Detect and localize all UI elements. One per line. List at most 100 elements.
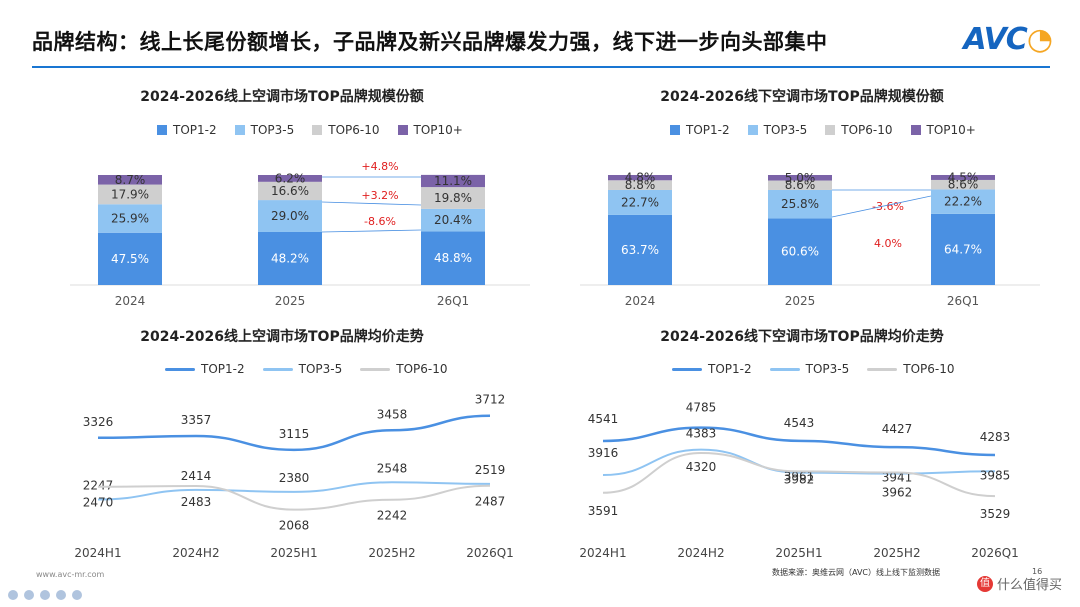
legend-item: TOP10+: [397, 123, 463, 137]
header: 品牌结构：线上长尾份额增长，子品牌及新兴品牌爆发力强，线下进一步向头部集中 AV…: [0, 0, 1080, 68]
bar-segment: [768, 218, 832, 285]
data-label: 2483: [181, 495, 212, 509]
legend-swatch: [867, 367, 898, 371]
legend-item: TOP1-2: [165, 362, 245, 376]
data-label: 3458: [377, 407, 408, 421]
data-label: 22.7%: [621, 195, 659, 209]
legend-label: TOP6-10: [328, 123, 380, 137]
x-tick-label: 2025H2: [873, 546, 920, 560]
data-label: 8.6%: [785, 178, 816, 192]
share-icon[interactable]: [72, 590, 82, 600]
legend-label: TOP6-10: [396, 362, 448, 376]
offline-price-chart: 4541 4785 4543 4427 4283 3916 4383 3961 3941 3985…: [579, 401, 1018, 560]
data-label: 2470: [83, 496, 114, 510]
x-tick-label: 2025: [275, 294, 306, 308]
legend-label: TOP10+: [413, 123, 463, 137]
legend-item: TOP6-10: [825, 123, 893, 137]
footer-website[interactable]: www.avc-mr.com: [36, 570, 105, 579]
legend-swatch: [312, 125, 323, 135]
data-label: 3982: [784, 472, 815, 486]
footer-source: 数据来源：奥维云网（AVC）线上线下监测数据: [772, 568, 941, 577]
legend-item: TOP1-2: [157, 123, 217, 137]
data-label: 3529: [980, 507, 1011, 521]
data-label: 48.8%: [434, 251, 472, 265]
legend-item: TOP10+: [910, 123, 976, 137]
legend-swatch: [825, 125, 836, 135]
chart-title: 2024-2026线下空调市场TOP品牌均价走势: [660, 329, 944, 345]
bar-segment: [258, 181, 322, 201]
data-label: 4320: [686, 460, 717, 474]
share-icon[interactable]: [8, 590, 18, 600]
legend-item: TOP1-2: [670, 123, 730, 137]
data-label: 4785: [686, 401, 717, 415]
legend-swatch: [769, 367, 800, 371]
chart-legend: TOP1-2 TOP3-5 TOP6-10: [672, 362, 955, 376]
legend-item: TOP1-2: [672, 362, 752, 376]
badge-text: 什么值得买: [996, 578, 1062, 593]
data-label: 2414: [181, 469, 212, 483]
legend-item: TOP6-10: [867, 362, 955, 376]
data-label: 63.7%: [621, 243, 659, 257]
data-label: 2548: [377, 461, 408, 475]
bar-segment: [421, 174, 485, 188]
bar-segment: [421, 187, 485, 209]
series-line: [97, 484, 491, 511]
series-line: [602, 448, 996, 477]
avc-logo: AVC◔: [963, 22, 1053, 57]
data-label: 8.6%: [948, 178, 979, 192]
legend-swatch: [910, 125, 921, 135]
chart-title: 2024-2026线上空调市场TOP品牌规模份额: [140, 89, 424, 105]
bar-segment: [258, 175, 322, 182]
logo-dot-icon: ◔: [1026, 22, 1053, 57]
share-icon[interactable]: [56, 590, 66, 600]
legend-item: TOP6-10: [360, 362, 448, 376]
x-tick-label: 2025H1: [270, 546, 317, 560]
x-tick-label: 2024H2: [172, 546, 219, 560]
data-label: 2068: [279, 519, 310, 533]
share-icon[interactable]: [40, 590, 50, 600]
legend-swatch: [360, 367, 391, 371]
bar-segment: [421, 208, 485, 232]
data-label: 3941: [882, 471, 913, 485]
legend-swatch: [670, 125, 680, 135]
legend-label: TOP1-2: [173, 123, 217, 137]
footer-share-icons: [8, 590, 82, 600]
badge-icon: 值: [976, 575, 993, 592]
data-label: 5.0%: [785, 171, 816, 185]
change-annotation: -3.6%: [872, 200, 904, 213]
series-line: [602, 426, 996, 457]
legend-label: TOP3-5: [250, 123, 295, 137]
legend-swatch: [747, 125, 758, 135]
data-label: 4283: [980, 430, 1011, 444]
offline-share-chart: 63.7%22.7%8.8%4.8%202460.6%25.8%8.6%5.0%…: [580, 170, 1040, 308]
legend-swatch: [234, 125, 245, 135]
data-label: 17.9%: [111, 187, 149, 201]
bar-segment: [258, 200, 322, 232]
share-icon[interactable]: [24, 590, 34, 600]
legend-item: TOP3-5: [234, 123, 295, 137]
x-tick-label: 2024: [115, 294, 146, 308]
bar-segment: [258, 231, 322, 285]
data-label: 3712: [475, 393, 506, 407]
data-label: 22.2%: [944, 195, 982, 209]
bar-segment: [768, 175, 832, 181]
chart-legend: TOP1-2 TOP3-5 TOP6-10 TOP10+: [670, 123, 976, 137]
data-label: 3916: [588, 446, 619, 460]
online-share-chart: 47.5% 25.9% 17.9%8.7% 2024 48.2% 29.0% 16.6%6.…: [70, 160, 530, 308]
comparison-line: [321, 229, 422, 233]
data-label: 48.2%: [271, 251, 309, 265]
x-tick-label: 2024H2: [677, 546, 724, 560]
data-label: 3115: [279, 427, 310, 441]
page-number: 16: [1032, 567, 1043, 576]
legend-label: TOP3-5: [298, 362, 343, 376]
bar-segment: [98, 232, 162, 285]
change-annotation: 4.0%: [874, 237, 902, 250]
bar-segment: [608, 180, 672, 190]
bar-segment: [98, 184, 162, 205]
data-label: 3357: [181, 413, 212, 427]
bar-segment: [931, 189, 995, 214]
data-label: 4541: [588, 412, 619, 426]
series-line: [97, 481, 491, 501]
x-tick-label: 2025H1: [775, 546, 822, 560]
data-label: 2487: [475, 495, 506, 509]
